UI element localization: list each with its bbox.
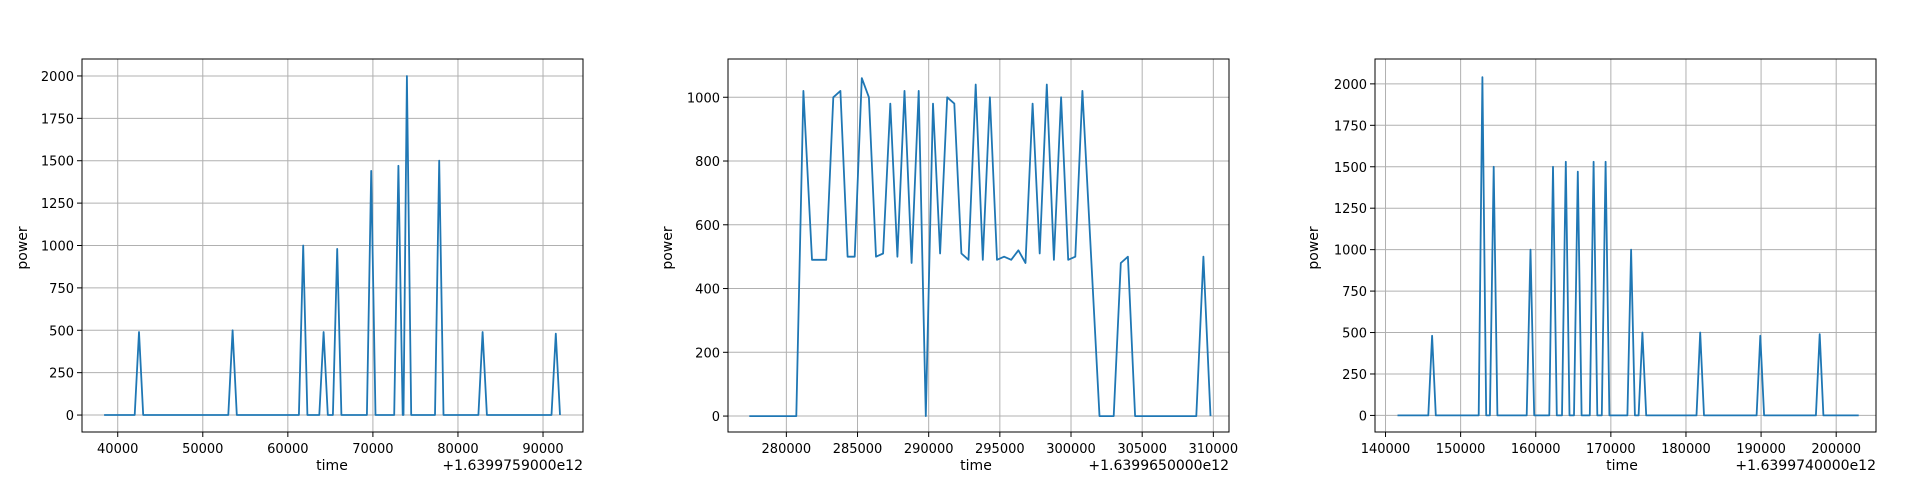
y-tick-label: 750 <box>49 282 74 297</box>
grid <box>82 59 583 432</box>
y-tick-label: 2000 <box>1334 78 1367 93</box>
x-tick-label: 60000 <box>267 442 308 457</box>
y-tick-label: 1750 <box>1334 119 1367 134</box>
y-tick-label: 0 <box>1359 409 1367 424</box>
x-tick-label: 170000 <box>1586 442 1636 457</box>
x-tick-label: 160000 <box>1511 442 1561 457</box>
grid <box>1375 59 1876 432</box>
y-tick-label: 1500 <box>1334 161 1367 176</box>
y-tick-label: 0 <box>66 409 74 424</box>
y-tick-label: 1000 <box>1334 244 1367 259</box>
x-axis-label: time <box>960 458 992 474</box>
y-tick-label: 800 <box>695 155 720 170</box>
y-tick-label: 750 <box>1342 285 1367 300</box>
y-tick-label: 1250 <box>41 197 74 212</box>
y-tick-label: 2000 <box>41 70 74 85</box>
x-tick-label: 295000 <box>975 442 1025 457</box>
x-axis-label: time <box>316 458 348 474</box>
x-tick-label: 50000 <box>182 442 223 457</box>
x-offset-label: +1.6399650000e12 <box>1088 458 1229 474</box>
y-tick-label: 500 <box>1342 327 1367 342</box>
series-line <box>104 75 561 416</box>
chart-panel-1: time power +1.6399759000e12 40000 50000 60… <box>15 58 584 474</box>
y-tick-label: 1000 <box>41 240 74 255</box>
y-tick-label: 500 <box>49 324 74 339</box>
x-offset-label: +1.6399740000e12 <box>1735 458 1876 474</box>
y-tick-label: 250 <box>49 367 74 382</box>
x-tick-label: 290000 <box>904 442 954 457</box>
x-tick-label: 200000 <box>1811 442 1861 457</box>
y-tick-label: 600 <box>695 219 720 234</box>
y-axis-label: power <box>1306 226 1322 270</box>
chart-panel-2: time power +1.6399650000e12 280000 285000… <box>660 58 1238 474</box>
x-tick-label: 280000 <box>762 442 812 457</box>
y-tick-label: 250 <box>1342 368 1367 383</box>
y-tick-label: 1500 <box>41 155 74 170</box>
ticks: 140000 150000 160000 170000 180000 190000 2000… <box>1334 78 1861 457</box>
x-tick-label: 305000 <box>1117 442 1167 457</box>
x-tick-label: 190000 <box>1736 442 1786 457</box>
x-tick-label: 285000 <box>833 442 883 457</box>
plot-frame <box>727 58 1230 433</box>
ticks: 280000 285000 290000 295000 300000 305000 3100… <box>687 91 1238 457</box>
plot-frame <box>81 58 584 433</box>
x-axis-label: time <box>1606 458 1638 474</box>
y-tick-label: 1000 <box>687 91 720 106</box>
y-tick-label: 400 <box>695 283 720 298</box>
y-axis-label: power <box>15 226 31 270</box>
x-tick-label: 70000 <box>352 442 393 457</box>
series-line <box>1397 76 1859 417</box>
series-line <box>749 77 1212 418</box>
x-tick-label: 300000 <box>1046 442 1096 457</box>
x-tick-label: 310000 <box>1189 442 1239 457</box>
chart-panel-3: time power +1.6399740000e12 140000 150000… <box>1306 58 1877 474</box>
y-tick-label: 1750 <box>41 112 74 127</box>
x-tick-label: 90000 <box>522 442 563 457</box>
y-tick-label: 0 <box>712 410 720 425</box>
plot-frame <box>1374 58 1877 433</box>
y-axis-label: power <box>660 226 676 270</box>
x-tick-label: 150000 <box>1436 442 1486 457</box>
y-tick-label: 1250 <box>1334 202 1367 217</box>
ticks: 40000 50000 60000 70000 80000 90000 0 250 500 750… <box>41 70 564 457</box>
x-tick-label: 40000 <box>97 442 138 457</box>
x-offset-label: +1.6399759000e12 <box>442 458 583 474</box>
x-tick-label: 140000 <box>1361 442 1411 457</box>
x-tick-label: 180000 <box>1661 442 1711 457</box>
y-tick-label: 200 <box>695 346 720 361</box>
x-tick-label: 80000 <box>437 442 478 457</box>
